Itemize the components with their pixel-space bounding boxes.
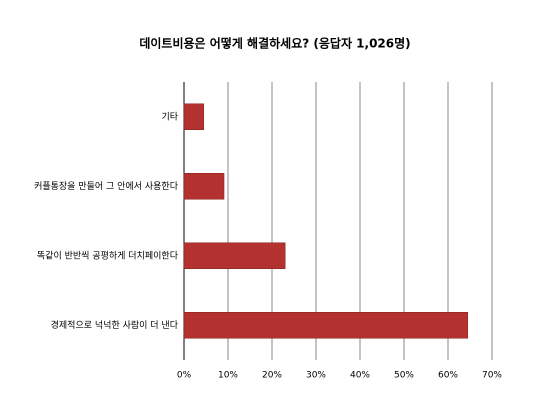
bar [183,103,205,130]
x-tick-label: 10% [218,371,238,381]
chart-title: 데이트비용은 어떻게 해결하세요? (응답자 1,026명) [139,36,410,51]
x-tick-label: 70% [482,371,502,381]
x-tick-label: 20% [262,371,282,381]
x-tick-label: 60% [438,371,458,381]
x-tick-label: 50% [394,371,414,381]
bar [183,242,286,269]
bar [183,312,469,339]
y-tick-label: 경제적으로 넉넉한 사람이 더 낸다 [51,319,179,331]
y-tick-label: 커플통장을 만들어 그 안에서 사용한다 [34,181,179,192]
y-tick-label: 똑같이 반반씩 공평하게 더치페이한다 [37,249,179,261]
bar [183,173,225,200]
x-tick-label: 30% [306,371,326,381]
y-tick-label: 기타 [161,111,178,122]
x-tick-label: 40% [350,371,370,381]
x-tick-label: 0% [177,371,192,381]
